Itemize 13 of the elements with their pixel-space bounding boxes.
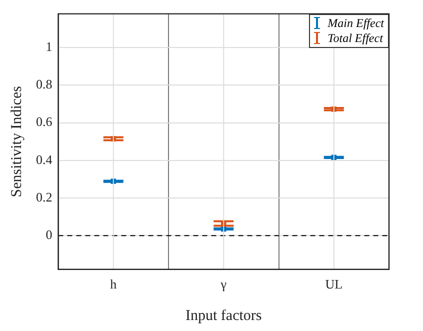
x-tick-label: UL — [325, 276, 343, 292]
y-tick-label: 0.4 — [36, 152, 53, 167]
x-tick-label: h — [110, 276, 118, 292]
y-tick-label: 0.8 — [36, 76, 52, 92]
legend-label: Main Effect — [328, 16, 384, 31]
y-tick-label: 0.6 — [36, 114, 53, 130]
x-axis-title: Input factors — [186, 308, 262, 324]
x-tick-label: γ — [220, 276, 227, 292]
y-axis-title: Sensitivity Indices — [8, 86, 25, 198]
legend-label: Total Effect — [328, 30, 383, 46]
y-tick-label: 0.2 — [36, 189, 52, 204]
y-tick-label: 0 — [46, 226, 52, 242]
y-tick-label: 1 — [46, 39, 52, 54]
